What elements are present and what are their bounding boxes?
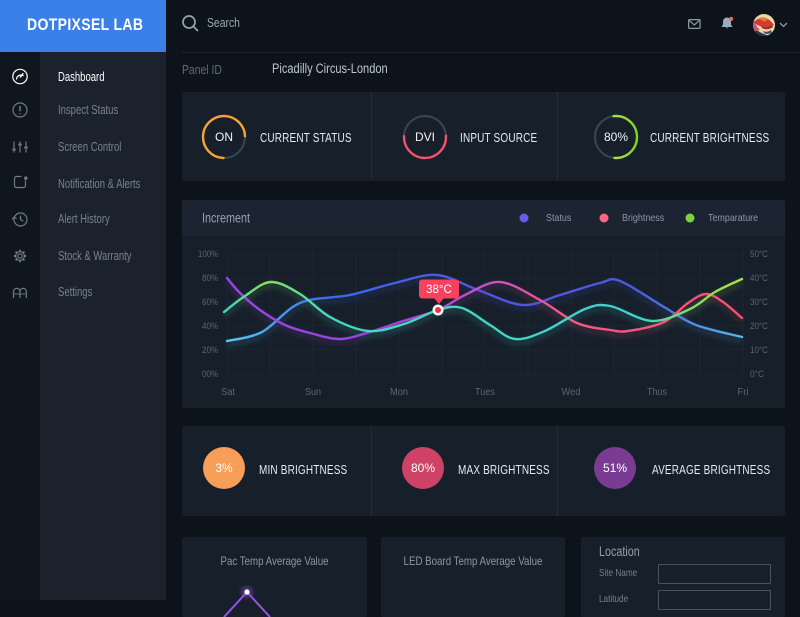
svg-text:DVI: DVI	[415, 130, 435, 144]
svg-text:40%: 40%	[202, 321, 218, 332]
svg-text:Tues: Tues	[475, 387, 495, 398]
svg-text:Mon: Mon	[390, 387, 408, 398]
svg-text:Thus: Thus	[647, 387, 667, 398]
svg-text:Sun: Sun	[305, 387, 321, 398]
svg-text:60%: 60%	[202, 297, 218, 308]
svg-text:0°C: 0°C	[750, 369, 764, 380]
svg-text:Wed: Wed	[562, 387, 581, 398]
svg-text:10°C: 10°C	[750, 345, 768, 356]
svg-text:100%: 100%	[198, 249, 218, 260]
svg-text:00%: 00%	[202, 369, 218, 380]
svg-text:Fri: Fri	[738, 387, 749, 398]
svg-text:20%: 20%	[202, 345, 218, 356]
svg-text:80%: 80%	[202, 273, 218, 284]
svg-text:38°C: 38°C	[426, 284, 452, 296]
svg-text:30°C: 30°C	[750, 297, 768, 308]
svg-text:Sat: Sat	[221, 387, 235, 398]
svg-text:80%: 80%	[604, 130, 628, 144]
svg-text:ON: ON	[215, 130, 233, 144]
svg-text:50°C: 50°C	[750, 249, 768, 260]
svg-text:40°C: 40°C	[750, 273, 768, 284]
svg-text:20°C: 20°C	[750, 321, 768, 332]
